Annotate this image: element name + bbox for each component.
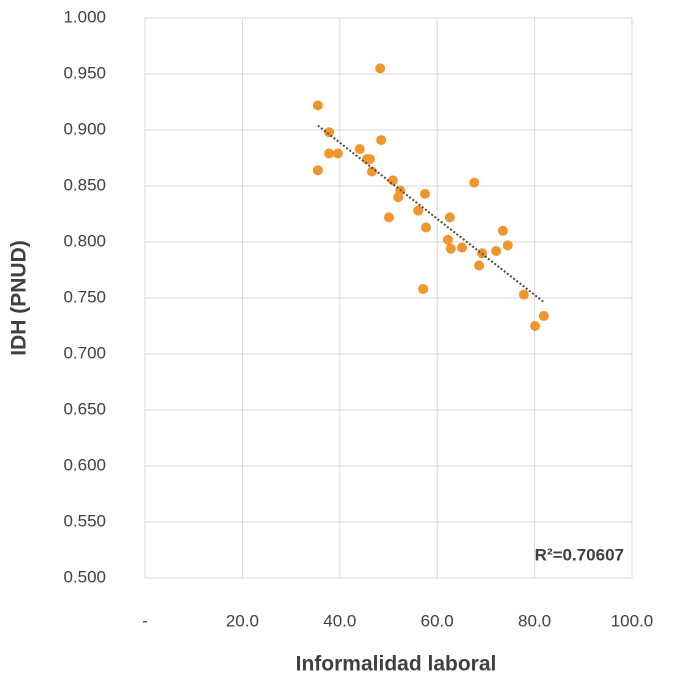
- y-tick-label: 0.600: [63, 455, 106, 474]
- x-tick-label: -: [142, 611, 148, 630]
- x-tick-label: 100.0: [611, 611, 654, 630]
- point: [375, 63, 386, 74]
- point: [324, 148, 335, 159]
- y-tick-label: 0.700: [63, 343, 106, 362]
- point: [420, 188, 431, 199]
- point: [491, 245, 502, 256]
- point: [457, 242, 468, 253]
- point: [444, 212, 455, 223]
- y-tick-label: 0.800: [63, 231, 106, 250]
- x-axis-title: Informalidad laboral: [296, 653, 497, 676]
- point: [383, 212, 394, 223]
- point: [387, 175, 398, 186]
- point: [474, 260, 485, 271]
- x-tick-label: 80.0: [518, 611, 551, 630]
- y-axis-title: IDH (PNUD): [8, 240, 31, 356]
- point: [469, 177, 480, 188]
- point: [538, 310, 549, 321]
- y-tick-label: 0.900: [63, 119, 106, 138]
- x-tick-label: 40.0: [323, 611, 356, 630]
- x-tick-label: 20.0: [226, 611, 259, 630]
- trendline: [317, 124, 545, 304]
- y-tick-label: 0.500: [63, 567, 106, 586]
- y-tick-label: 0.950: [63, 63, 106, 82]
- x-tick-label: 60.0: [421, 611, 454, 630]
- point: [366, 166, 377, 177]
- point: [413, 205, 424, 216]
- point: [312, 100, 323, 111]
- point: [502, 240, 513, 251]
- point: [530, 321, 541, 331]
- y-tick-label: 0.650: [63, 399, 106, 418]
- point: [418, 284, 429, 295]
- point: [420, 222, 431, 233]
- point: [445, 243, 456, 254]
- y-tick-label: 0.750: [63, 287, 106, 306]
- point: [393, 192, 404, 203]
- point: [354, 144, 365, 155]
- y-tick-label: 1.000: [63, 7, 106, 26]
- y-tick-label: 0.850: [63, 175, 106, 194]
- annotation: R²=0.70607: [535, 545, 624, 564]
- point: [376, 135, 387, 146]
- point: [324, 127, 335, 138]
- point: [332, 148, 343, 159]
- point: [497, 225, 508, 236]
- point: [518, 289, 529, 300]
- point: [364, 154, 375, 165]
- y-tick-label: 0.550: [63, 511, 106, 530]
- point: [442, 234, 453, 245]
- point: [312, 165, 323, 176]
